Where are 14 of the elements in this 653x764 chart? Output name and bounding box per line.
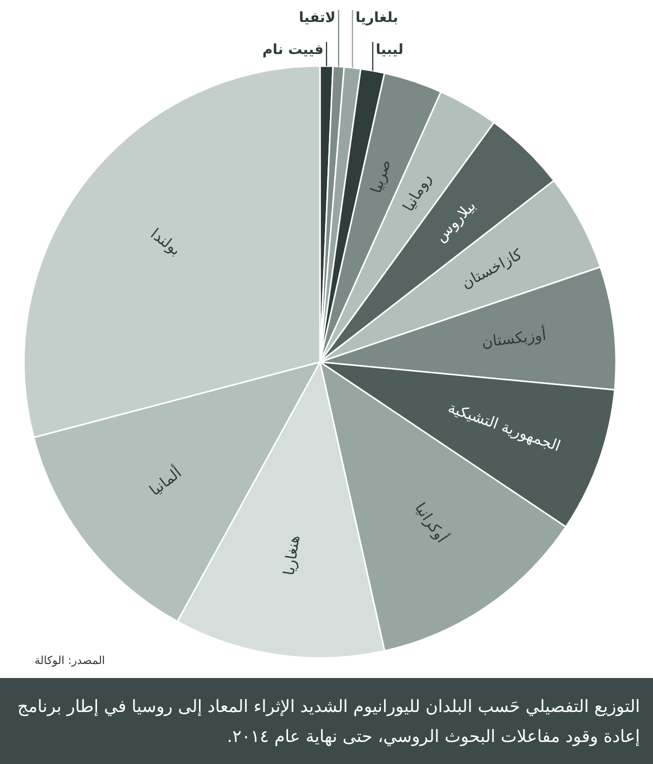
slice-label: فييت نام — [262, 42, 324, 58]
slice-label: بولندا — [147, 224, 184, 260]
slice-label: الجمهورية التشيكية — [446, 398, 563, 456]
slice-label: أوكرانيا — [411, 498, 452, 546]
slice-label: ألمانيا — [145, 462, 185, 500]
slice-label: صربيا — [366, 157, 395, 196]
slice-label: بلغاريا — [355, 10, 398, 26]
slice-label: لاتفيا — [298, 10, 336, 26]
slice-label: أوزبكستان — [480, 324, 548, 352]
slice-label: ليبيا — [376, 42, 404, 58]
slice-label: هنغاريا — [280, 534, 304, 576]
text: المصدر: الوكالة — [34, 654, 105, 667]
title: التوزيع التفصيلي حَسب البلدان لليورانيوم الشديد الإثراء المعاد إلى روسيا في إطار برنامج إعادة وقود مفاعلات البحوث الروسي، حتى نهاية عام ٢٠١٤. — [17, 697, 640, 747]
slice-label: كازاخستان — [458, 244, 526, 292]
